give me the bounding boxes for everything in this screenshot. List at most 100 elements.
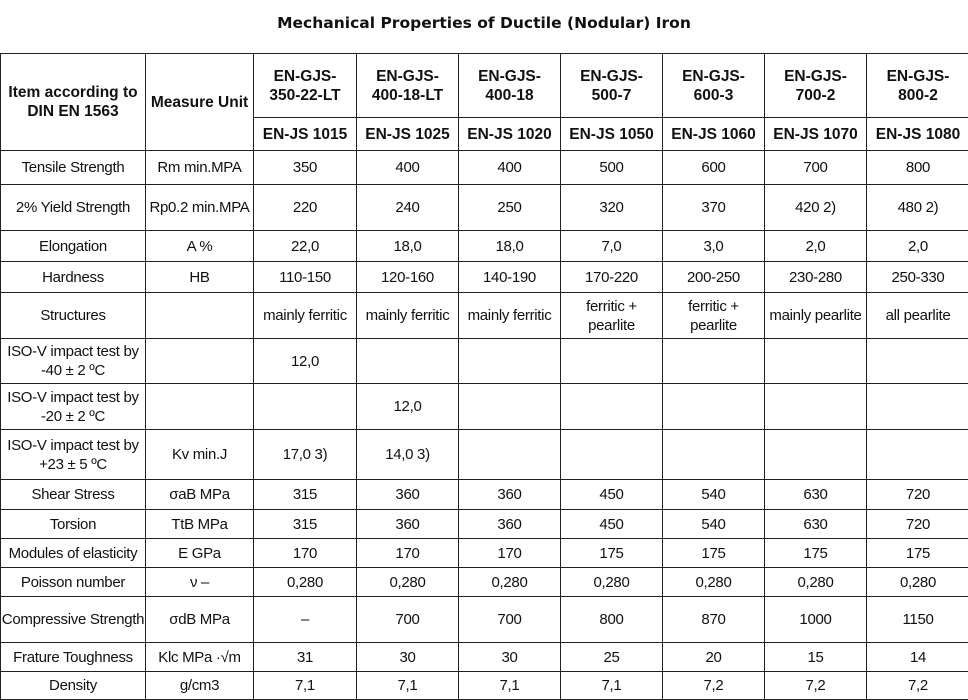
property-value: 450 [560,479,663,510]
property-name: Structures [0,292,146,339]
property-value: 17,0 3) [253,429,357,480]
property-value: 700 [458,596,561,643]
unit-header: Measure Unit [145,53,254,151]
property-unit: σaB MPa [145,479,254,510]
property-value [253,383,357,430]
property-value: 7,1 [356,671,459,700]
grade-header: EN-GJS- 400-18-LT [356,53,459,118]
property-name: Density [0,671,146,700]
property-value: 360 [356,479,459,510]
property-value: 360 [458,509,561,539]
property-value: 31 [253,642,357,672]
property-value: 7,1 [458,671,561,700]
property-value: 240 [356,184,459,231]
table-row: ISO-V impact test by -20 ± 2 ºC 12,0 [0,383,968,430]
table-row: Structures mainly ferritic mainly ferritic… [0,292,968,339]
property-value: 170 [253,538,357,568]
property-unit: Klc MPa ·√m [145,642,254,672]
property-value: 7,1 [253,671,357,700]
property-name: Torsion [0,509,146,539]
code-header: EN-JS 1015 [253,117,357,151]
property-value [662,429,765,480]
property-unit: Rm min.MPA [145,150,254,185]
property-value: 500 [560,150,663,185]
property-value: mainly ferritic [356,292,459,339]
property-value: 0,280 [356,567,459,597]
property-value: 7,0 [560,230,663,262]
grade-header: EN-GJS- 600-3 [662,53,765,118]
property-name: Frature Toughness [0,642,146,672]
property-value: 110-150 [253,261,357,293]
property-value [560,383,663,430]
table-row: Torsion TtB MPa 315 360 360 450 540 630 720 [0,509,968,539]
property-value: 360 [458,479,561,510]
property-value: 30 [356,642,459,672]
property-value [458,338,561,384]
property-value: 2,0 [866,230,968,262]
property-value: 30 [458,642,561,672]
property-value: 170-220 [560,261,663,293]
property-value: 175 [764,538,867,568]
table-row: Compressive Strength σdB MPa –700 700 800 870… [0,596,968,643]
property-value: 370 [662,184,765,231]
property-value: 20 [662,642,765,672]
item-header: Item according to DIN EN 1563 [0,53,146,151]
grade-suffix: 350-22-LT [269,86,341,104]
property-value: 25 [560,642,663,672]
property-value: 22,0 [253,230,357,262]
table-row: ISO-V impact test by +23 ± 5 ºC Kv min.J 1… [0,429,968,480]
page-title: Mechanical Properties of Ductile (Nodula… [277,14,691,32]
property-value: 1000 [764,596,867,643]
property-value [662,338,765,384]
grade-prefix: EN-GJS- [478,67,541,85]
table-row: Elongation A % 22,0 18,0 18,0 7,0 3,0 2,0 2,0 [0,230,968,262]
property-value: 540 [662,479,765,510]
property-value: 120-160 [356,261,459,293]
property-value [866,429,968,480]
property-value [866,383,968,430]
property-value [662,383,765,430]
property-value: 450 [560,509,663,539]
property-value: 14 [866,642,968,672]
property-value: 320 [560,184,663,231]
grade-prefix: EN-GJS- [886,67,950,85]
property-unit: HB [145,261,254,293]
property-value: 0,280 [560,567,663,597]
property-value: 360 [356,509,459,539]
property-value: 2,0 [764,230,867,262]
grade-suffix: 500-7 [591,86,632,104]
property-value: 170 [356,538,459,568]
property-value: 0,280 [458,567,561,597]
property-value: 0,280 [764,567,867,597]
grade-suffix: 800-2 [898,86,938,104]
property-value [560,429,663,480]
header-row: Item according to DIN EN 1563 Measure Uni… [0,53,968,151]
property-unit: Rp0.2 min.MPA [145,184,254,231]
property-value: mainly ferritic [458,292,561,339]
property-value: 175 [662,538,765,568]
grade-suffix: 600-3 [693,86,734,104]
property-value [458,429,561,480]
property-name: ISO-V impact test by +23 ± 5 ºC [0,429,146,480]
property-unit [145,292,254,339]
property-value: 18,0 [458,230,561,262]
property-value: 0,280 [253,567,357,597]
property-value [560,338,663,384]
code-header: EN-JS 1025 [356,117,459,151]
code-header: EN-JS 1080 [866,117,968,151]
grade-suffix: 400-18-LT [371,86,444,104]
properties-table: Item according to DIN EN 1563 Measure Uni… [0,53,968,700]
property-value: mainly ferritic [253,292,357,339]
table-row: Shear Stress σaB MPa 315 360 360 450 540 630 720 [0,479,968,510]
grade-header: EN-GJS- 500-7 [560,53,663,118]
property-name: 2% Yield Strength [0,184,146,231]
property-value: 170 [458,538,561,568]
property-name: Poisson number [0,567,146,597]
property-value [458,383,561,430]
property-value: 720 [866,479,968,510]
property-value: 12,0 [356,383,459,430]
property-value: 700 [356,596,459,643]
property-value: 14,0 3) [356,429,459,480]
property-name: Tensile Strength [0,150,146,185]
property-value: 175 [560,538,663,568]
